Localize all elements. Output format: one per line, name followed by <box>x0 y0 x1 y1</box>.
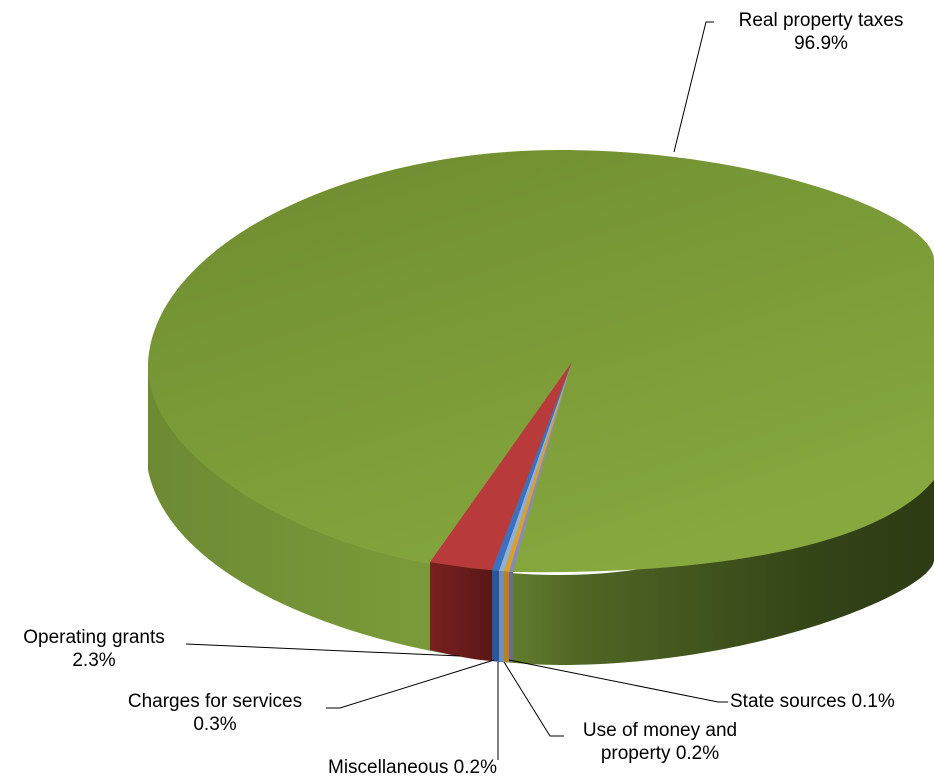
leader-state <box>508 659 728 703</box>
slice-charges-side <box>492 570 499 662</box>
label-operating-grants-pct: 2.3% <box>72 650 116 671</box>
label-use-money-line2: property 0.2% <box>600 743 720 764</box>
label-operating-grants: Operating grants 2.3% <box>4 626 184 672</box>
slice-real-property-top <box>148 150 934 573</box>
slice-operating-grants-side <box>430 562 492 661</box>
leader-use-money <box>503 661 564 737</box>
label-real-property-name: Real property taxes <box>738 10 904 31</box>
slice-use-money-top <box>504 362 572 572</box>
leader-charges <box>326 659 495 709</box>
label-use-money-line1: Use of money and <box>582 720 738 741</box>
label-state: State sources 0.1% <box>730 691 895 712</box>
leader-real-property <box>673 21 714 153</box>
label-misc: Miscellaneous 0.2% <box>328 757 497 778</box>
slice-operating-grants-top <box>430 362 572 570</box>
label-charges-pct: 0.3% <box>193 714 237 735</box>
slice-misc-side <box>499 571 504 662</box>
leader-operating-grants <box>185 643 461 657</box>
slice-state-side <box>509 572 513 662</box>
label-use-money: Use of money and property 0.2% <box>562 719 758 765</box>
label-real-property-pct: 96.9% <box>794 33 848 54</box>
label-real-property: Real property taxes 96.9% <box>716 9 926 55</box>
label-charges-name: Charges for services <box>127 691 303 712</box>
slice-charges-top <box>492 362 572 571</box>
slice-real-property-side <box>148 330 934 665</box>
slice-state-top <box>509 362 572 572</box>
label-charges: Charges for services 0.3% <box>106 690 324 736</box>
slice-misc-top <box>499 362 572 571</box>
label-operating-grants-name: Operating grants <box>23 627 165 648</box>
slice-use-money-side <box>504 571 509 662</box>
